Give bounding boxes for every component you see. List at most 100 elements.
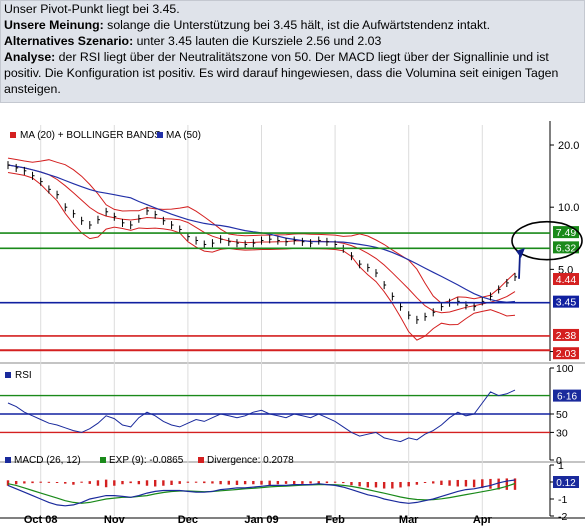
divergence-bar <box>382 482 386 489</box>
pivot-text: Unser Pivot-Punkt liegt bei 3.45. <box>4 2 180 16</box>
level-label-target: 2.38 <box>556 330 577 342</box>
divergence-bar <box>260 480 263 485</box>
x-tick-label: Jan 09 <box>244 514 278 526</box>
macd-current-box <box>553 476 579 488</box>
analyse-label: Analyse: <box>4 50 56 64</box>
legend-swatch-ma50 <box>157 132 163 138</box>
rsi-panel: RSI <box>0 370 550 443</box>
rsi-y-tick-label: 0 <box>556 455 562 467</box>
macd-legend-swatch <box>198 457 204 463</box>
macd-legend-1: MACD (26, 12) <box>14 455 81 466</box>
rsi-line <box>7 389 516 443</box>
divergence-bar <box>358 482 361 487</box>
divergence-bar <box>309 481 312 484</box>
divergence-bar <box>268 480 271 485</box>
divergence-bar <box>317 481 320 484</box>
divergence-bar <box>374 482 378 488</box>
rsi-y-tick-label: 50 <box>556 409 568 421</box>
divergence-bar <box>293 480 296 485</box>
legend-swatch-bollinger <box>10 132 16 138</box>
macd-y-tick-label: 1 <box>558 460 564 472</box>
divergence-bar <box>64 482 67 484</box>
legend-swatch-rsi <box>5 372 11 378</box>
macd-y-tick-label: -1 <box>558 494 567 506</box>
divergence-bar <box>440 480 443 485</box>
level-label-box <box>553 241 579 254</box>
rsi-y-tick-label: 100 <box>556 363 574 375</box>
divergence-bar <box>153 479 157 487</box>
divergence-bar <box>342 482 345 484</box>
divergence-bar <box>423 482 427 483</box>
level-label-box <box>553 226 579 239</box>
divergence-bar <box>162 480 165 486</box>
divergence-bar <box>252 480 255 485</box>
analyse-text: der RSI liegt über der Neutralitätszone … <box>4 50 559 96</box>
rsi-y-tick-label: 30 <box>556 427 568 439</box>
divergence-bar <box>415 482 419 485</box>
macd-line <box>7 479 516 507</box>
meinung-text: solange die Unterstützung bei 3.45 hält,… <box>103 18 490 32</box>
divergence-bar <box>211 481 214 484</box>
szenario-paragraph: Alternatives Szenario: unter 3.45 lauten… <box>1 33 584 49</box>
meinung-paragraph: Unsere Meinung: solange die Unterstützun… <box>1 17 584 33</box>
divergence-bar <box>80 481 83 483</box>
divergence-bar <box>333 481 337 483</box>
target-ellipse <box>511 220 583 261</box>
forecast-arrow-head <box>516 248 525 259</box>
divergence-bar <box>456 479 459 487</box>
divergence-bar <box>96 480 100 486</box>
divergence-bar <box>407 482 410 487</box>
divergence-bar <box>39 481 42 483</box>
divergence-bar <box>186 481 190 483</box>
macd-legend-swatch <box>100 457 106 463</box>
price-panel: MA (20) + BOLLINGER BANDS MA (50) <box>0 130 550 352</box>
rsi-current-box <box>553 389 581 402</box>
price-y-tick-label: 10.0 <box>558 202 579 214</box>
legend-ma50: MA (50) <box>166 130 201 141</box>
divergence-bar <box>47 481 51 483</box>
divergence-bar <box>350 482 353 486</box>
divergence-bar <box>88 481 91 484</box>
level-label-pivot: 3.45 <box>556 297 577 309</box>
divergence-bar <box>472 479 476 488</box>
divergence-bar <box>72 482 75 485</box>
macd-legend-swatch <box>5 457 11 463</box>
x-tick-label: Mar <box>399 514 419 526</box>
divergence-bar <box>145 480 149 486</box>
divergence-bar <box>137 480 141 485</box>
macd-current-label: 0.12 <box>556 478 576 489</box>
divergence-bar <box>129 481 132 484</box>
level-label-box <box>553 295 579 308</box>
divergence-bar <box>284 481 288 484</box>
analyse-paragraph: Analyse: der RSI liegt über der Neutrali… <box>1 49 584 97</box>
divergence-bar <box>203 481 206 484</box>
divergence-bar <box>276 480 280 485</box>
legend-bollinger: MA (20) + BOLLINGER BANDS <box>20 130 161 141</box>
divergence-bar <box>113 480 116 486</box>
divergence-bar <box>432 481 435 484</box>
divergence-bar <box>399 482 402 488</box>
divergence-bar <box>489 478 492 489</box>
level-label-target: 2.03 <box>556 348 577 360</box>
level-label-box <box>553 328 579 341</box>
divergence-bar <box>227 480 230 485</box>
level-label-resistance: 6.32 <box>556 242 577 254</box>
divergence-bar <box>104 479 108 488</box>
meinung-label: Unsere Meinung: <box>4 18 104 32</box>
x-tick-label: Feb <box>325 514 345 526</box>
macd-legend-3: Divergence: 0.2078 <box>207 455 294 466</box>
divergence-bar <box>23 481 26 484</box>
divergence-bar <box>464 479 468 487</box>
divergence-bar <box>243 480 247 485</box>
divergence-bar <box>235 480 239 485</box>
level-label-last: 4.44 <box>556 274 577 286</box>
rsi-current-label: 6·16 <box>557 392 577 403</box>
divergence-bar <box>301 481 304 484</box>
divergence-bar <box>170 480 173 485</box>
divergence-bar <box>448 480 451 486</box>
divergence-bar <box>391 482 394 489</box>
divergence-bar <box>497 478 500 490</box>
macd-y-tick-label: -2 <box>558 511 567 523</box>
